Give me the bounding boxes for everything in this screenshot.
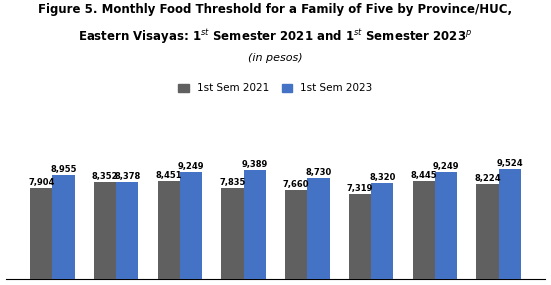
Text: 8,451: 8,451 xyxy=(155,171,182,180)
Text: 9,524: 9,524 xyxy=(496,159,523,168)
Bar xyxy=(52,175,75,279)
Bar xyxy=(349,194,371,279)
Text: 9,249: 9,249 xyxy=(433,162,460,171)
Text: Eastern Visayas: 1$^{st}$ Semester 2021 and 1$^{st}$ Semester 2023$^{p}$: Eastern Visayas: 1$^{st}$ Semester 2021 … xyxy=(78,27,473,46)
Legend: 1st Sem 2021, 1st Sem 2023: 1st Sem 2021, 1st Sem 2023 xyxy=(176,81,375,95)
Bar xyxy=(371,183,393,279)
Bar xyxy=(180,172,202,279)
Text: 7,660: 7,660 xyxy=(283,180,310,190)
Text: 8,352: 8,352 xyxy=(91,172,118,181)
Bar xyxy=(94,182,116,279)
Text: 8,730: 8,730 xyxy=(305,168,332,177)
Bar xyxy=(435,172,457,279)
Text: 8,378: 8,378 xyxy=(114,172,141,181)
Bar xyxy=(413,181,435,279)
Bar xyxy=(476,184,499,279)
Bar xyxy=(158,181,180,279)
Text: 8,955: 8,955 xyxy=(50,165,77,174)
Bar xyxy=(116,182,138,279)
Text: Figure 5. Monthly Food Threshold for a Family of Five by Province/HUC,: Figure 5. Monthly Food Threshold for a F… xyxy=(39,3,512,16)
Text: 9,389: 9,389 xyxy=(242,160,268,169)
Text: 7,904: 7,904 xyxy=(28,178,55,187)
Text: 8,320: 8,320 xyxy=(369,173,396,182)
Bar xyxy=(244,170,266,279)
Bar xyxy=(499,169,521,279)
Bar xyxy=(222,188,244,279)
Bar xyxy=(285,190,307,279)
Bar xyxy=(30,188,52,279)
Text: 8,445: 8,445 xyxy=(410,171,437,180)
Text: 7,835: 7,835 xyxy=(219,178,246,188)
Text: 7,319: 7,319 xyxy=(347,184,373,194)
Text: 8,224: 8,224 xyxy=(474,174,501,183)
Text: (in pesos): (in pesos) xyxy=(248,53,303,63)
Text: 9,249: 9,249 xyxy=(178,162,204,171)
Bar xyxy=(307,178,329,279)
